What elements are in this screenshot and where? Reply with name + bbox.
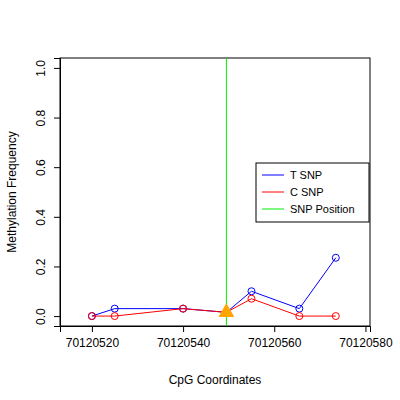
y-tick: 0.6 [34,159,60,176]
legend-swatch [262,175,284,176]
series-point [248,288,255,295]
y-tick: 1.0 [34,60,60,77]
x-axis-line [61,327,371,333]
x-tick-label: 70120560 [248,336,302,350]
x-tick-mark [365,326,366,332]
y-tick-mark [54,266,60,267]
x-tick-mark [274,326,275,332]
x-tick-label: 70120520 [66,336,120,350]
x-tick-label: 70120580 [339,336,393,350]
y-tick-mark [54,118,60,119]
x-tick: 70120560 [248,326,302,350]
y-tick-mark [54,167,60,168]
y-tick: 0.0 [34,308,60,325]
legend-swatch [262,192,284,193]
legend-swatch [262,209,284,210]
series-point [111,305,118,312]
series-point [296,305,303,312]
plot-area [88,58,339,326]
y-tick-label: 0.8 [34,109,48,126]
series-point [296,313,303,320]
plot-frame [60,58,370,326]
legend-label: SNP Position [290,203,355,215]
snp-position-line [226,58,227,326]
series-point [88,313,95,320]
series-point [332,254,339,261]
x-axis-title: CpG Coordinates [169,373,262,387]
y-tick-label: 0.6 [34,159,48,176]
y-tick-label: 1.0 [34,60,48,77]
legend-label: T SNP [290,169,322,181]
series-line [92,299,336,316]
y-tick: 0.4 [34,209,60,226]
x-tick-mark [183,326,184,332]
series-point [332,313,339,320]
legend-label: C SNP [290,186,324,198]
y-tick-mark [54,68,60,69]
x-tick: 70120540 [157,326,211,350]
y-tick-label: 0.2 [34,258,48,275]
y-tick: 0.8 [34,109,60,126]
y-axis-title: Methylation Frequency [5,131,19,252]
series-point [248,295,255,302]
chart: 701205207012054070120560701205800.00.20.… [0,0,400,400]
chart-container: 701205207012054070120560701205800.00.20.… [0,0,400,400]
series-line [92,258,336,316]
x-tick-label: 70120540 [157,336,211,350]
x-tick: 70120580 [339,326,393,350]
legend: T SNP C SNP SNP Position [256,163,369,222]
y-tick: 0.2 [34,258,60,275]
y-tick-label: 0.0 [34,308,48,325]
y-tick-mark [54,316,60,317]
y-tick-mark [54,217,60,218]
snp-point [219,304,233,316]
y-tick-label: 0.4 [34,209,48,226]
x-tick: 70120520 [66,326,120,350]
y-axis: 0.0 0.2 0.4 0.6 0.8 1.0 [34,59,61,327]
x-axis: 70120520 70120540 70120560 70120580 [61,326,393,350]
legend-box [256,163,369,222]
series-point [111,313,118,320]
x-tick-mark [92,326,93,332]
series-point [180,305,187,312]
